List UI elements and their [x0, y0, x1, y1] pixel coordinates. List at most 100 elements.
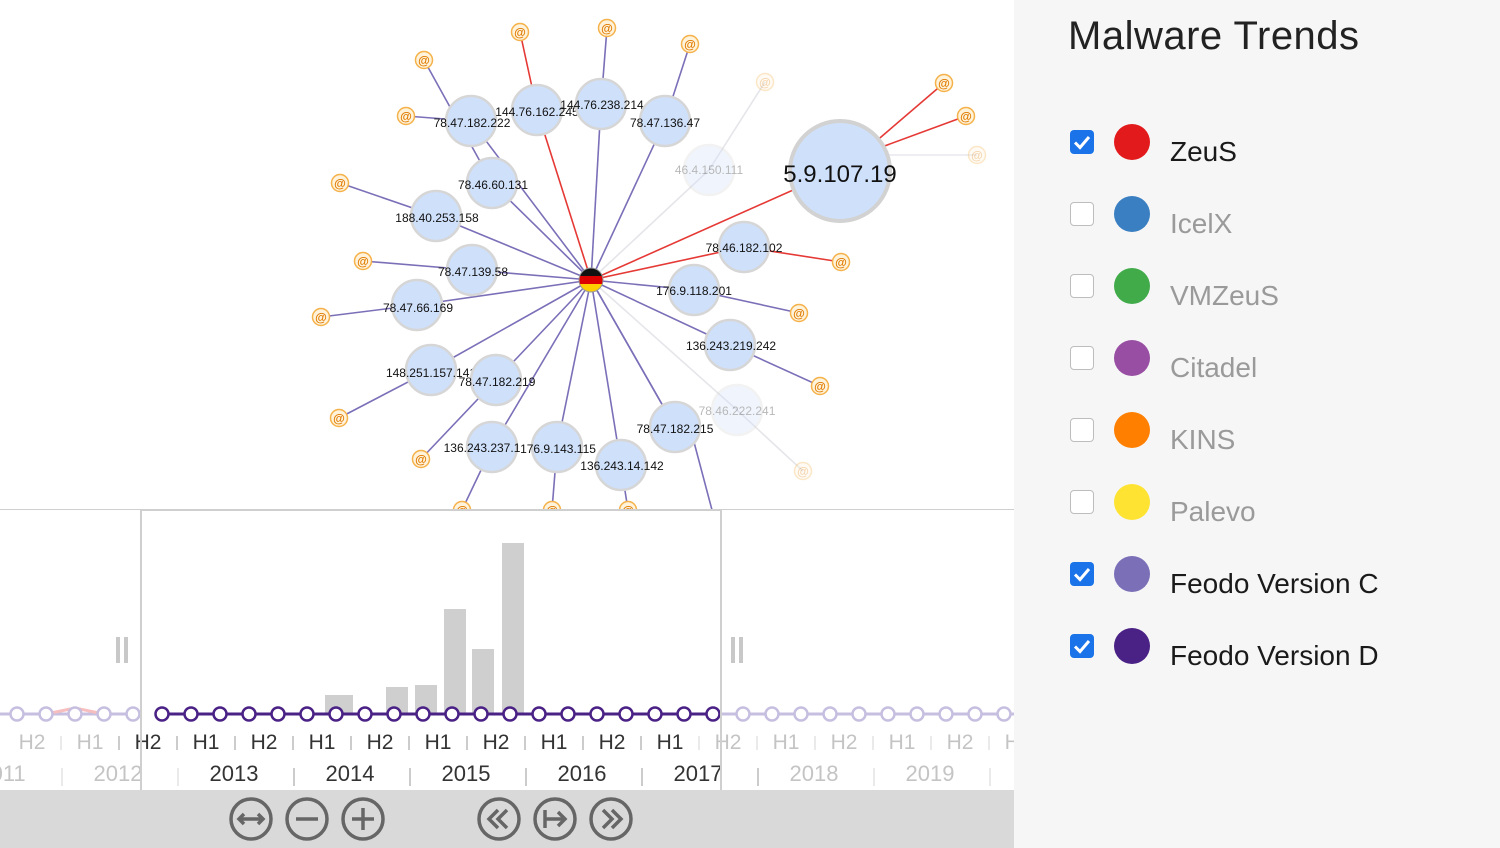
germany-flag[interactable]	[578, 267, 604, 293]
selection-handle-right[interactable]	[731, 637, 743, 663]
legend-color-swatch	[1114, 556, 1150, 592]
ip-node[interactable]: 148.251.157.141	[386, 343, 476, 397]
half-year-label: H1	[773, 731, 800, 754]
email-node-icon[interactable]: @	[810, 376, 830, 396]
year-label: 2011	[0, 761, 26, 786]
ip-node[interactable]: 136.243.219.242	[686, 318, 776, 372]
legend-checkbox[interactable]	[1070, 274, 1094, 298]
network-graph[interactable]: 78.47.182.222 @ 144.76.162.245 @144.76.238.…	[0, 0, 1014, 510]
email-node-icon[interactable]: @	[510, 22, 530, 42]
legend-item[interactable]: Palevo	[1070, 482, 1490, 527]
email-node-icon[interactable]: @	[934, 73, 954, 93]
volume-bar	[472, 649, 494, 714]
svg-text:@: @	[960, 110, 972, 124]
ip-node-label: 176.9.143.115	[520, 442, 596, 456]
legend-item[interactable]: KINS	[1070, 410, 1490, 455]
graph-edge	[435, 215, 592, 281]
rewind-icon[interactable]	[476, 796, 522, 842]
fast-forward-icon[interactable]	[588, 796, 634, 842]
ip-node[interactable]: 78.46.222.241	[699, 383, 776, 437]
ip-node[interactable]: 78.47.139.58	[438, 243, 508, 297]
email-node-icon[interactable]: @	[414, 50, 434, 70]
legend-color-swatch	[1114, 412, 1150, 448]
email-node-icon[interactable]: @	[330, 173, 350, 193]
legend-item[interactable]: Citadel	[1070, 338, 1490, 383]
zoom-in-icon[interactable]	[340, 796, 386, 842]
email-node-icon[interactable]: @	[452, 500, 472, 511]
email-node-icon[interactable]: @	[789, 303, 809, 323]
email-node-icon[interactable]: @	[755, 72, 775, 92]
half-year-label: H1	[425, 731, 452, 754]
ip-node[interactable]: 78.47.66.169	[383, 278, 453, 332]
email-node-icon[interactable]: @	[353, 251, 373, 271]
legend-item[interactable]: Feodo Version C	[1070, 554, 1490, 599]
ip-node[interactable]: 136.243.237.1	[444, 420, 521, 474]
legend-item[interactable]: IcelX	[1070, 194, 1490, 239]
email-node-icon[interactable]: @	[411, 449, 431, 469]
email-node-icon[interactable]: @	[542, 500, 562, 511]
legend-color-swatch	[1114, 484, 1150, 520]
play-icon[interactable]	[532, 796, 578, 842]
email-node-icon[interactable]: @	[793, 461, 813, 481]
legend-item[interactable]: ZeuS	[1070, 122, 1490, 167]
highlighted-ip-node[interactable]: 5.9.107.19	[783, 119, 897, 223]
legend-checkbox[interactable]	[1070, 634, 1094, 658]
ip-node[interactable]: 144.76.238.214	[560, 77, 644, 131]
legend-checkbox[interactable]	[1070, 202, 1094, 226]
legend-checkbox[interactable]	[1070, 562, 1094, 586]
check-icon	[1073, 640, 1091, 654]
email-node-icon[interactable]: @	[680, 34, 700, 54]
legend-checkbox[interactable]	[1070, 346, 1094, 370]
ip-node[interactable]: 46.4.150.111	[675, 143, 744, 197]
ip-node-label: 78.46.182.102	[706, 241, 783, 255]
ip-node[interactable]: 78.47.136.47	[630, 94, 700, 148]
half-year-label: H2	[251, 731, 278, 754]
ip-node-label: 78.47.182.215	[637, 422, 714, 436]
ip-node[interactable]: 136.243.14.142	[580, 438, 664, 492]
zoom-out-icon[interactable]	[284, 796, 330, 842]
ip-node[interactable]: 78.47.182.222	[434, 94, 511, 148]
data-point	[386, 706, 402, 722]
legend-checkbox[interactable]	[1070, 490, 1094, 514]
ip-node[interactable]: 78.47.182.219	[459, 353, 536, 407]
ip-node[interactable]: 78.46.60.131	[458, 156, 528, 210]
ip-node[interactable]: 176.9.143.115	[520, 420, 596, 474]
ip-node[interactable]: 78.47.182.215	[637, 400, 714, 454]
ip-node-label: 78.47.182.222	[434, 116, 511, 130]
legend-checkbox[interactable]	[1070, 418, 1094, 442]
legend-color-swatch	[1114, 628, 1150, 664]
svg-text:@: @	[938, 77, 950, 91]
data-point	[415, 706, 431, 722]
selection-handle-left[interactable]	[116, 637, 128, 663]
graph-edge	[430, 279, 592, 371]
email-node-icon[interactable]: @	[597, 18, 617, 38]
email-node-icon[interactable]: @	[618, 500, 638, 511]
selection-window[interactable]	[140, 510, 722, 791]
data-point	[938, 706, 954, 722]
ip-node[interactable]: 78.46.182.102	[706, 220, 783, 274]
year-label: 2013	[210, 761, 259, 786]
legend-checkbox[interactable]	[1070, 130, 1094, 154]
svg-text:@: @	[357, 255, 369, 269]
legend-panel: Malware Trends ZeuS IcelX VMZeuS Citadel KIN…	[1014, 0, 1500, 848]
ip-node[interactable]: 176.9.118.201	[656, 263, 732, 317]
graph-edge	[590, 169, 710, 281]
data-point	[328, 706, 344, 722]
half-year-label: H1	[889, 731, 916, 754]
ip-node[interactable]: 144.76.162.245	[495, 83, 579, 137]
email-node-icon[interactable]: @	[967, 145, 987, 165]
email-node-icon[interactable]: @	[329, 408, 349, 428]
svg-text:@: @	[514, 26, 526, 40]
email-node-icon[interactable]: @	[396, 106, 416, 126]
timeline-chart[interactable]: H2H1H2H1H2H1H2H1H2H1H2H1H2H1H2H1H2H1H220…	[0, 509, 1014, 791]
legend-item[interactable]: Feodo Version D	[1070, 626, 1490, 671]
legend-item[interactable]: VMZeuS	[1070, 266, 1490, 311]
email-node-icon[interactable]: @	[831, 252, 851, 272]
ip-node[interactable]: 188.40.253.158	[395, 189, 479, 243]
svg-text:@: @	[759, 76, 771, 90]
half-year-label: H1	[309, 731, 336, 754]
email-node-icon[interactable]: @	[956, 106, 976, 126]
year-label: 2012	[94, 761, 143, 786]
email-node-icon[interactable]: @	[311, 307, 331, 327]
fit-icon[interactable]	[228, 796, 274, 842]
